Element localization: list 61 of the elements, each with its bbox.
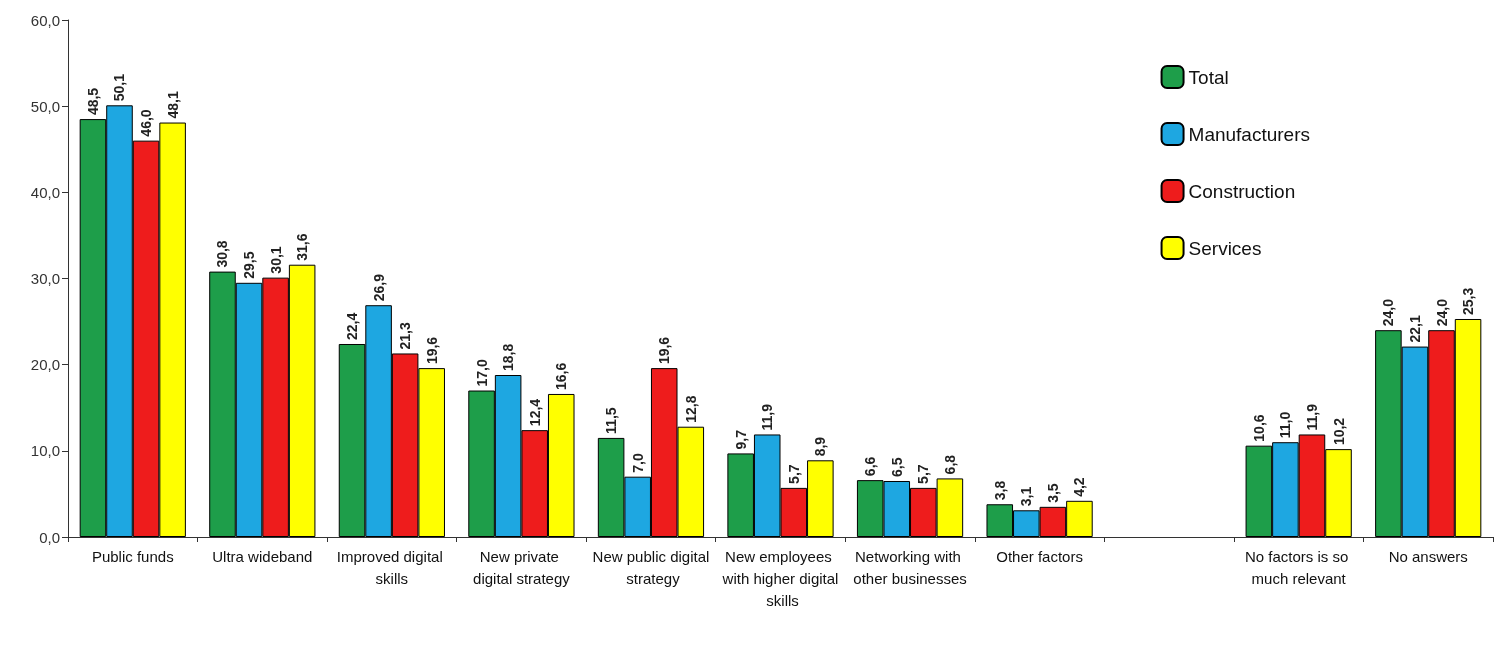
x-tick-label: No answers: [1388, 547, 1468, 565]
data-label: 4,2: [1071, 477, 1088, 497]
data-label: 3,5: [1044, 483, 1061, 503]
x-tick-label: Improved digital skills: [336, 547, 447, 587]
data-label: 24,0: [1380, 298, 1397, 327]
data-label: 24,0: [1433, 298, 1450, 327]
data-label: 19,6: [656, 336, 673, 365]
data-label: 26,9: [370, 273, 387, 302]
data-label: 6,5: [888, 457, 905, 477]
data-label: 6,8: [941, 454, 958, 475]
data-label: 12,4: [526, 398, 543, 427]
y-tick-label: 60,0: [30, 11, 60, 29]
data-label: 10,6: [1250, 414, 1267, 442]
data-label: 10,2: [1330, 417, 1347, 446]
data-label: 29,5: [241, 251, 258, 279]
data-label: 46,0: [138, 109, 155, 137]
data-label: 8,9: [812, 436, 829, 457]
y-tick-label: 30,0: [30, 270, 60, 287]
data-label: 50,1: [111, 73, 128, 102]
data-label: 11,9: [1303, 403, 1320, 431]
data-label: 11,0: [1277, 411, 1294, 439]
data-label: 6,6: [862, 456, 879, 477]
data-label: 21,3: [397, 322, 414, 350]
x-tick-label: Ultra wideband: [212, 547, 313, 565]
data-label: 18,8: [500, 343, 517, 372]
data-label: 48,1: [164, 91, 181, 119]
data-label: 5,7: [785, 464, 802, 484]
data-label: 30,8: [214, 240, 231, 268]
data-label: 11,5: [603, 407, 620, 434]
data-label: 17,0: [473, 359, 490, 387]
legend-label: Total: [1188, 66, 1229, 88]
x-tick-label: No factors is so much relevant: [1244, 547, 1353, 587]
data-label: 25,3: [1460, 287, 1477, 315]
data-label: 48,5: [84, 87, 101, 116]
data-label: 22,1: [1406, 315, 1423, 343]
y-tick-label: 50,0: [30, 97, 60, 115]
x-tick-label: Public funds: [91, 547, 174, 565]
data-label: 16,6: [553, 362, 570, 390]
data-label: 5,7: [915, 464, 932, 484]
data-label: 31,6: [294, 233, 311, 261]
data-label: 3,1: [1018, 486, 1035, 507]
data-label: 11,9: [759, 403, 776, 431]
data-label: 12,8: [682, 395, 699, 423]
y-tick-label: 10,0: [30, 442, 60, 460]
x-tick-label: Networking with other businesses: [853, 547, 967, 587]
x-tick-label: New employees with higher digital skills: [721, 547, 839, 609]
legend-label: Construction: [1188, 180, 1296, 202]
legend-label: Services: [1188, 237, 1262, 259]
data-label: 19,6: [423, 336, 440, 365]
data-label: 9,7: [732, 429, 749, 450]
y-tick-label: 0,0: [39, 528, 60, 546]
legend-label: Manufacturers: [1188, 123, 1311, 145]
y-tick-label: 20,0: [30, 356, 60, 374]
x-tick-label: New public digital strategy: [592, 547, 710, 587]
data-label: 22,4: [344, 312, 361, 340]
data-label: 7,0: [629, 453, 646, 473]
y-tick-label: 40,0: [30, 183, 60, 201]
data-label: 3,8: [991, 480, 1008, 501]
data-label: 30,1: [267, 246, 284, 274]
x-tick-label: Other factors: [996, 547, 1083, 565]
x-tick-label: New private digital strategy: [473, 547, 571, 587]
